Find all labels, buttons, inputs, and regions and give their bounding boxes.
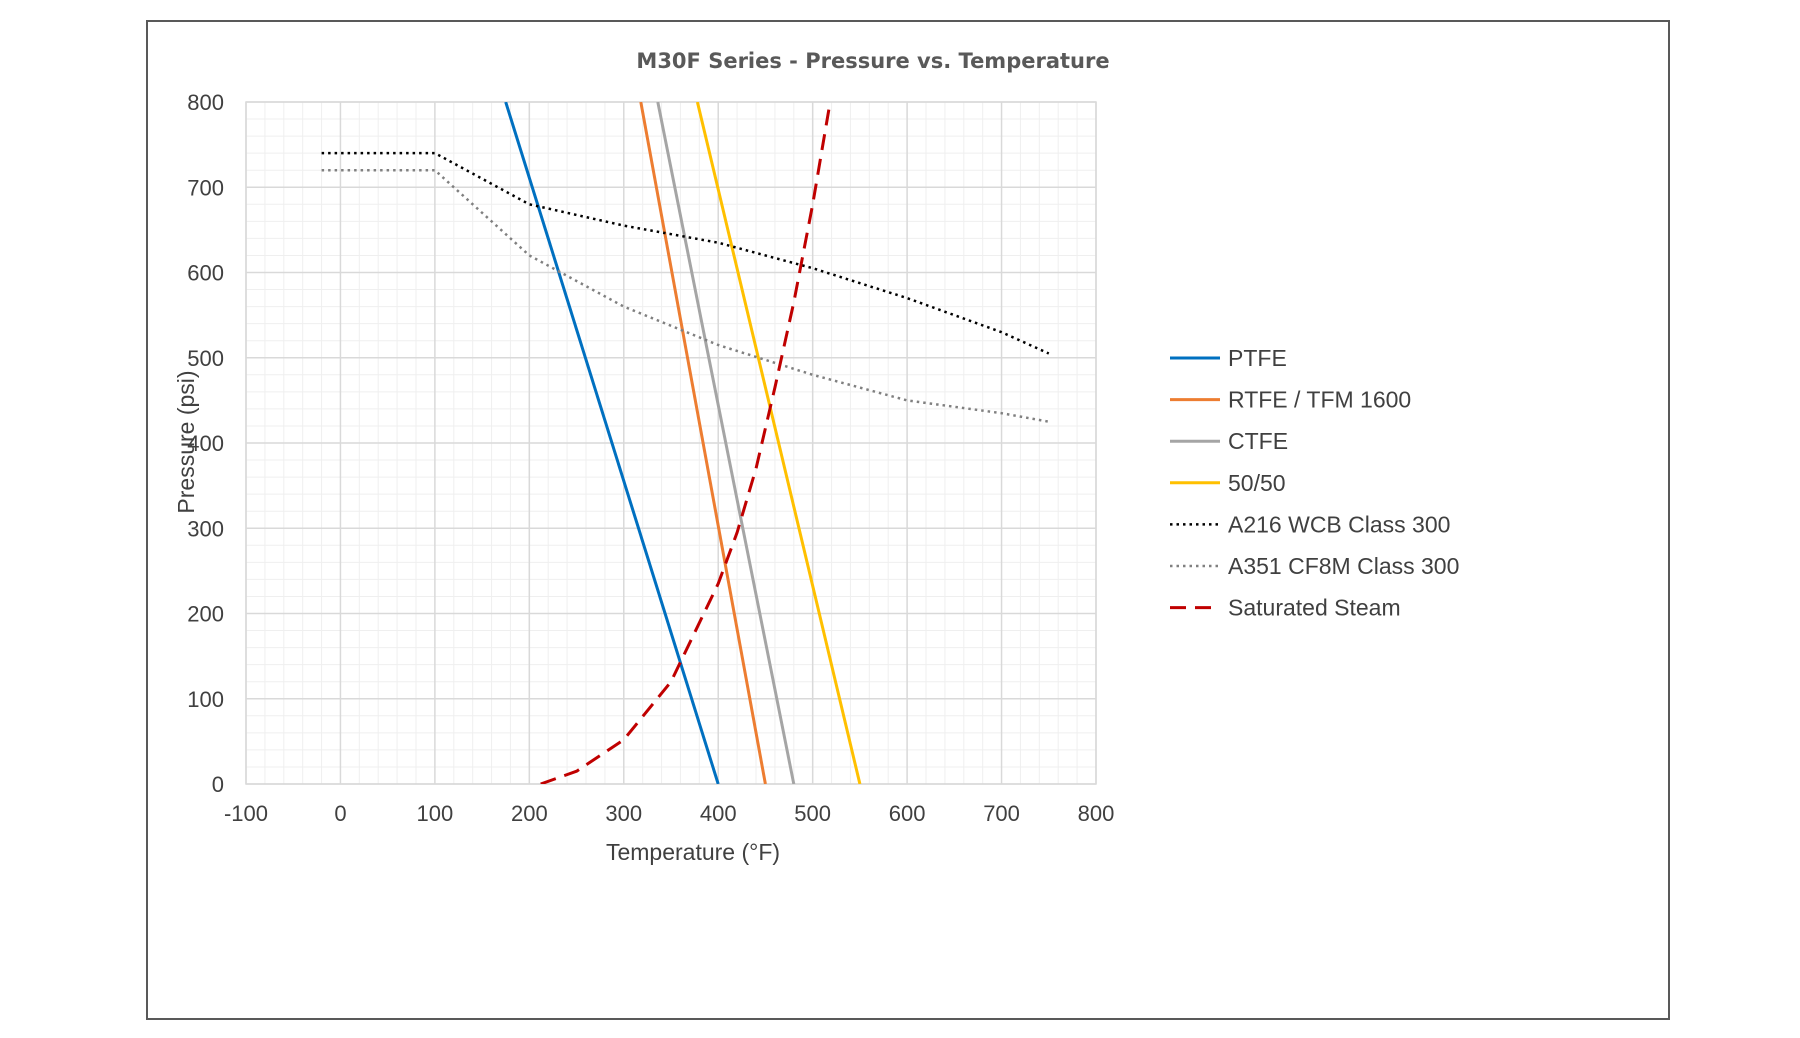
series-line-ptfe <box>504 102 720 784</box>
y-tick-label: 100 <box>187 687 224 712</box>
legend-label-a216-wcb-class-300: A216 WCB Class 300 <box>1228 511 1450 537</box>
y-tick-label: 500 <box>187 346 224 371</box>
legend-label-50-50: 50/50 <box>1228 470 1286 496</box>
legend-label-a351-cf8m-class-300: A351 CF8M Class 300 <box>1228 553 1459 579</box>
chart-title: M30F Series - Pressure vs. Temperature <box>636 49 1109 73</box>
x-tick-label: 300 <box>605 801 642 826</box>
series-line-ctfe <box>656 102 796 784</box>
y-tick-label: 800 <box>187 90 224 115</box>
x-axis-ticks: -100 0 100 200 300 400 500 600 700 800 <box>224 801 1114 826</box>
legend-label-ctfe: CTFE <box>1228 428 1288 454</box>
legend: PTFE RTFE / TFM 1600 CTFE 50/50 A216 WCB Cla… <box>1170 345 1459 621</box>
legend-label-saturated-steam: Saturated Steam <box>1228 595 1401 621</box>
y-tick-label: 300 <box>187 516 224 541</box>
pressure-temperature-chart: M30F Series - Pressure vs. Temperature -… <box>173 49 1459 865</box>
x-tick-label: 800 <box>1078 801 1115 826</box>
series-line-a216-wcb-class-300 <box>321 151 1050 355</box>
series-line-saturated-steam <box>540 102 832 784</box>
plot-area <box>245 101 1097 785</box>
y-tick-label: 400 <box>187 431 224 456</box>
x-axis-title: Temperature (°F) <box>606 839 780 865</box>
x-tick-label: 700 <box>983 801 1020 826</box>
series-line-rtfe-tfm-1600 <box>639 102 767 784</box>
y-tick-label: 0 <box>212 772 224 797</box>
x-tick-label: 200 <box>511 801 548 826</box>
x-tick-label: 500 <box>794 801 831 826</box>
series-layer <box>321 102 1050 784</box>
y-tick-label: 200 <box>187 602 224 627</box>
legend-label-ptfe: PTFE <box>1228 345 1287 371</box>
chart-frame: M30F Series - Pressure vs. Temperature -… <box>146 20 1670 1020</box>
legend-label-rtfe-tfm-1600: RTFE / TFM 1600 <box>1228 387 1411 413</box>
y-tick-label: 600 <box>187 261 224 286</box>
x-tick-label: 600 <box>889 801 926 826</box>
series-line-50-50 <box>695 102 862 784</box>
series-line-a351-cf8m-class-300 <box>321 168 1050 423</box>
y-tick-label: 700 <box>187 175 224 200</box>
x-tick-label: 400 <box>700 801 737 826</box>
x-tick-label: 100 <box>417 801 454 826</box>
y-axis-ticks: 0 100 200 300 400 500 600 700 800 <box>187 90 224 797</box>
y-axis-title: Pressure (psi) <box>173 370 199 513</box>
x-tick-label: 0 <box>334 801 346 826</box>
x-tick-label: -100 <box>224 801 268 826</box>
